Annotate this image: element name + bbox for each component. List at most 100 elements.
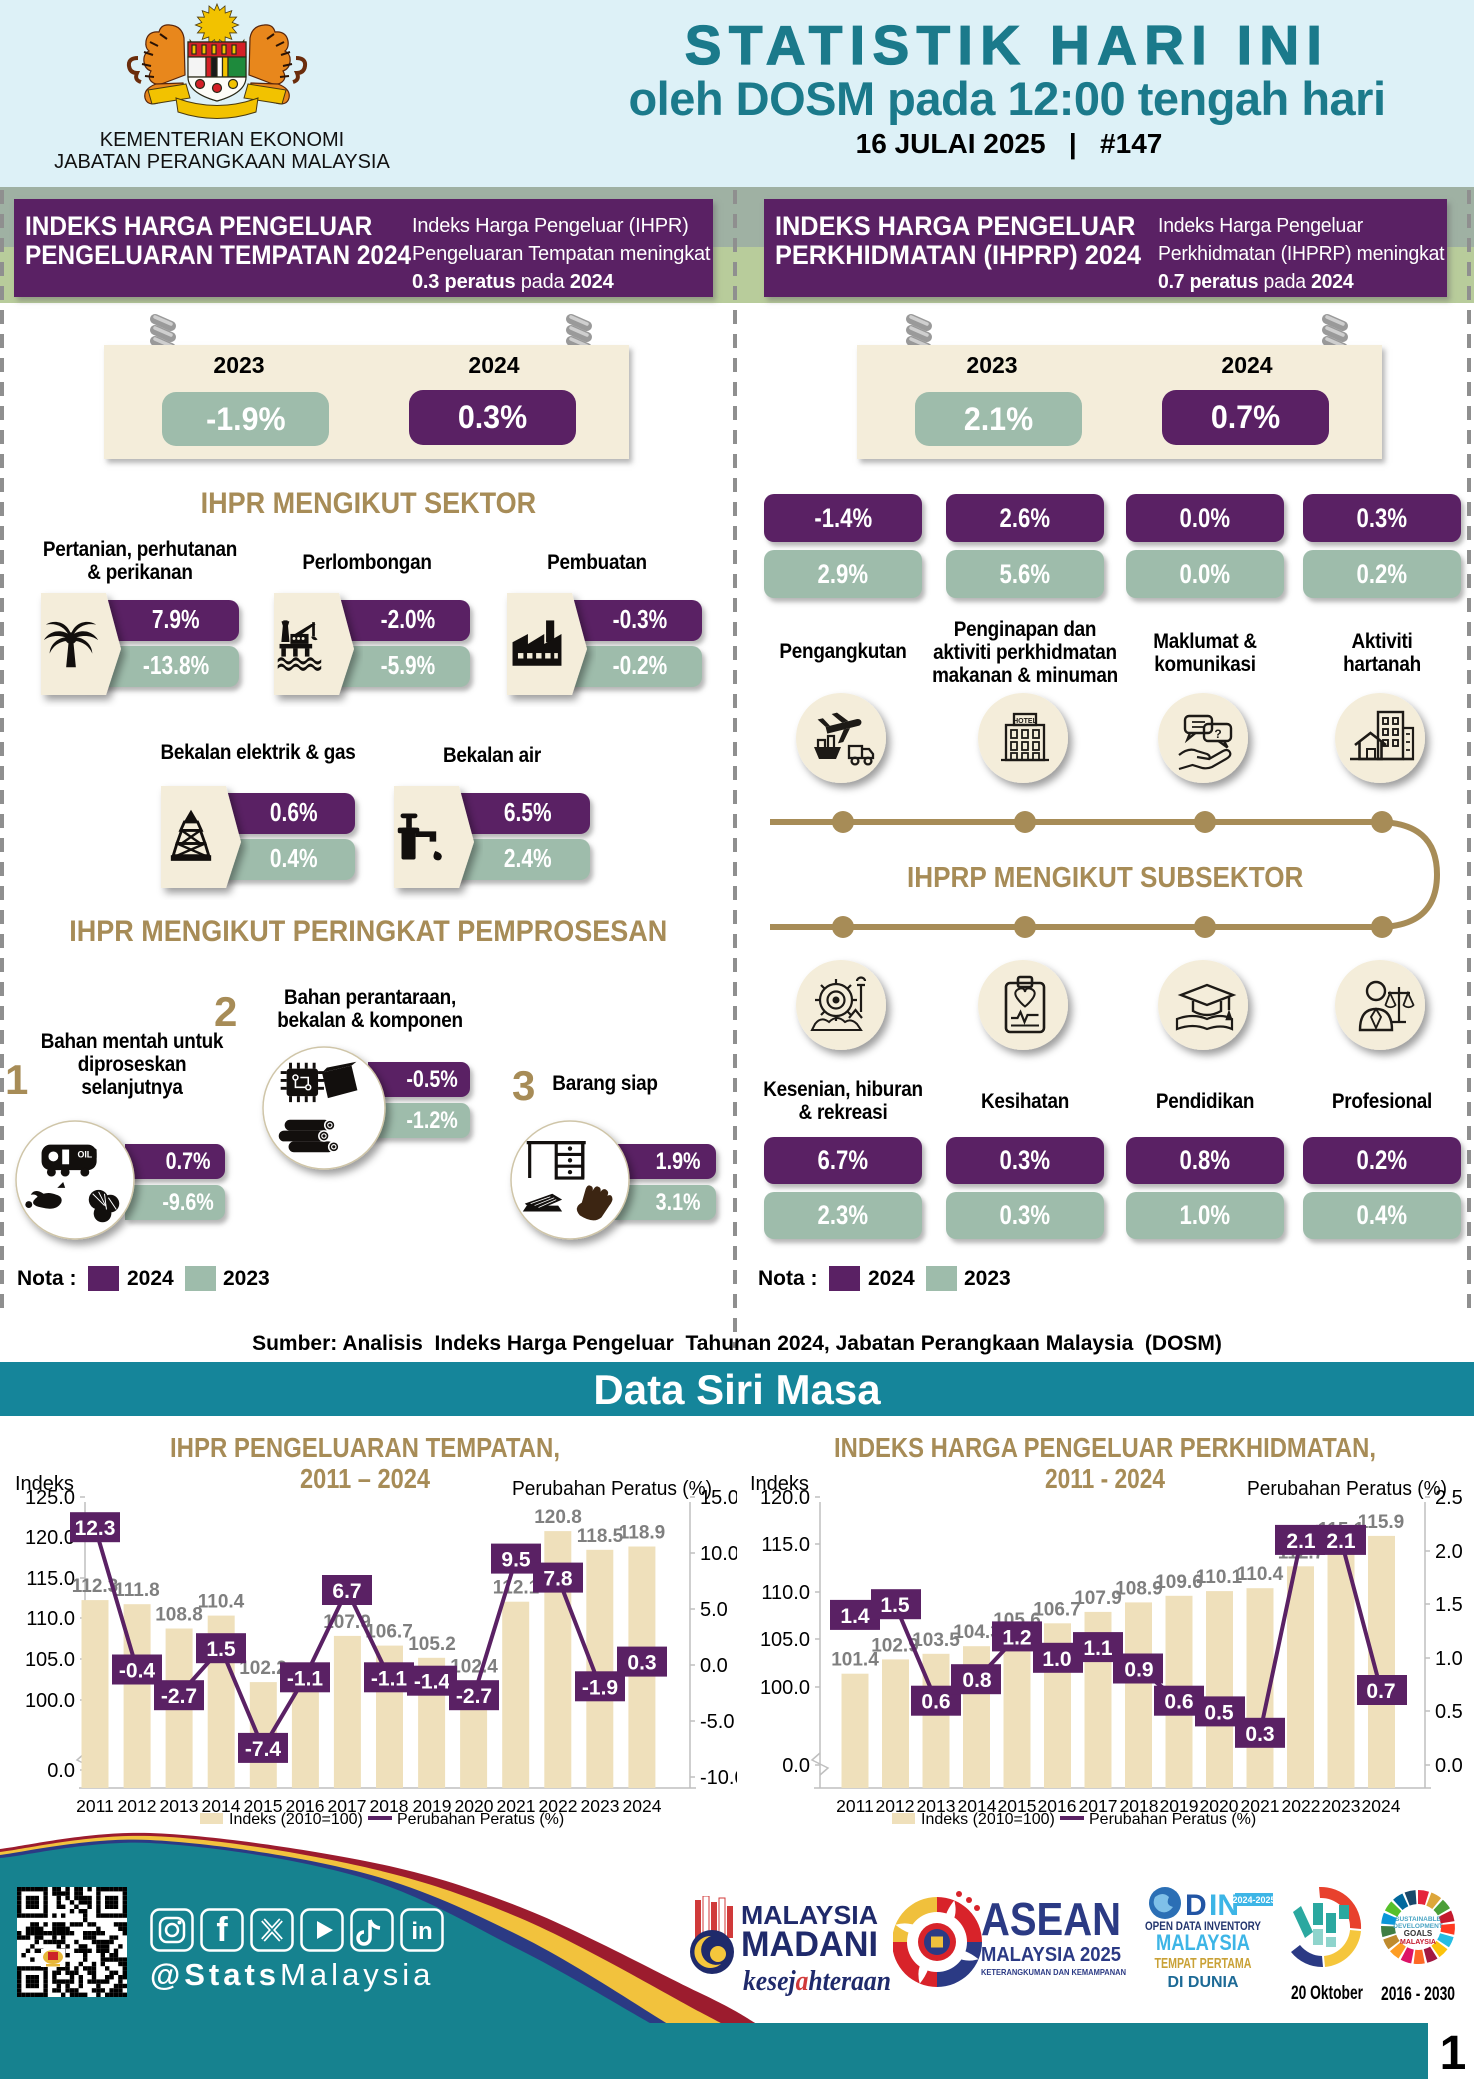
svg-text:112.3: 112.3 — [72, 1576, 119, 1597]
svg-text:2012: 2012 — [118, 1796, 157, 1816]
svg-text:Indeks (2010=100): Indeks (2010=100) — [229, 1811, 363, 1828]
svg-text:2022: 2022 — [539, 1796, 578, 1816]
svg-text:OPEN DATA INVENTORY: OPEN DATA INVENTORY — [1145, 1919, 1261, 1933]
svg-text:OIL: OIL — [77, 1149, 92, 1159]
svg-text:TEMPAT PERTAMA: TEMPAT PERTAMA — [1155, 1956, 1252, 1972]
svg-text:IHPR PENGELUARAN TEMPATAN,: IHPR PENGELUARAN TEMPATAN, — [170, 1432, 560, 1463]
svg-text:115.0: 115.0 — [761, 1534, 810, 1556]
svg-text:2022: 2022 — [1282, 1796, 1321, 1816]
svg-text:kesejahteraan: kesejahteraan — [743, 1965, 891, 1997]
svg-text:0.3: 0.3 — [627, 1652, 656, 1675]
svg-text:20 Oktober: 20 Oktober — [1291, 1983, 1363, 2004]
svg-text:SUSTAINABLE: SUSTAINABLE — [1395, 1916, 1441, 1923]
svg-text:108.8: 108.8 — [155, 1605, 203, 1626]
svg-text:GOALS: GOALS — [1404, 1929, 1433, 1938]
svg-text:ASEAN: ASEAN — [981, 1893, 1121, 1945]
svg-text:115.0: 115.0 — [26, 1568, 75, 1590]
svg-text:2015: 2015 — [998, 1796, 1037, 1816]
svg-text:111.8: 111.8 — [114, 1580, 159, 1601]
svg-text:110.4: 110.4 — [1237, 1564, 1284, 1585]
svg-text:102.9: 102.9 — [871, 1635, 919, 1656]
svg-text:12.3: 12.3 — [75, 1517, 116, 1540]
svg-text:-5.0: -5.0 — [700, 1711, 734, 1733]
svg-text:0.6: 0.6 — [921, 1691, 950, 1714]
svg-text:-1.1: -1.1 — [371, 1667, 408, 1690]
svg-text:2.1: 2.1 — [1286, 1530, 1316, 1553]
svg-text:1.2: 1.2 — [1002, 1626, 1031, 1649]
svg-text:2021: 2021 — [1241, 1796, 1280, 1816]
svg-text:in: in — [411, 1918, 432, 1945]
svg-text:110.0: 110.0 — [26, 1608, 75, 1630]
svg-text:INDEKS HARGA PENGELUAR PERKHID: INDEKS HARGA PENGELUAR PERKHIDMATAN, — [834, 1432, 1376, 1463]
svg-text:2021: 2021 — [497, 1796, 536, 1816]
svg-text:2.1: 2.1 — [1326, 1530, 1356, 1553]
svg-text:2017: 2017 — [328, 1796, 367, 1816]
svg-text:0.5: 0.5 — [1435, 1701, 1463, 1723]
svg-text:0.6: 0.6 — [1164, 1691, 1193, 1714]
svg-text:Perubahan Peratus (%): Perubahan Peratus (%) — [1247, 1478, 1447, 1500]
svg-text:Perubahan Peratus (%): Perubahan Peratus (%) — [1089, 1811, 1256, 1828]
svg-text:15.0: 15.0 — [700, 1487, 737, 1509]
svg-text:1.0: 1.0 — [1435, 1648, 1463, 1670]
svg-text:0.9: 0.9 — [1124, 1659, 1153, 1682]
svg-text:Perubahan Peratus (%): Perubahan Peratus (%) — [512, 1478, 712, 1500]
svg-text:2024-2025: 2024-2025 — [1232, 1895, 1275, 1905]
svg-text:-1.1: -1.1 — [287, 1667, 324, 1690]
svg-text:105.0: 105.0 — [760, 1629, 810, 1651]
svg-text:7.8: 7.8 — [543, 1568, 573, 1591]
svg-text:2016: 2016 — [286, 1796, 325, 1816]
svg-text:118.5: 118.5 — [577, 1526, 624, 1547]
svg-text:-10.0: -10.0 — [700, 1767, 737, 1789]
svg-text:0.7: 0.7 — [1366, 1680, 1395, 1703]
svg-text:2023: 2023 — [1322, 1796, 1361, 1816]
svg-text:1.4: 1.4 — [840, 1605, 870, 1628]
svg-text:2011 – 2024: 2011 – 2024 — [300, 1463, 430, 1494]
svg-text:MADANI: MADANI — [741, 1925, 878, 1964]
svg-text:1.0: 1.0 — [1042, 1648, 1071, 1671]
svg-text:-1.4: -1.4 — [414, 1671, 451, 1694]
svg-text:MALAYSIA: MALAYSIA — [741, 1900, 878, 1930]
svg-text:2019: 2019 — [413, 1796, 452, 1816]
svg-text:2011 - 2024: 2011 - 2024 — [1045, 1463, 1165, 1494]
svg-text:1.5: 1.5 — [206, 1638, 236, 1661]
svg-text:0.0: 0.0 — [1435, 1755, 1463, 1777]
svg-text:2011: 2011 — [76, 1796, 114, 1816]
svg-text:103.5: 103.5 — [912, 1630, 960, 1651]
svg-text:109.6: 109.6 — [1155, 1572, 1203, 1593]
svg-text:2019: 2019 — [1160, 1796, 1199, 1816]
svg-text:2014: 2014 — [202, 1796, 241, 1816]
svg-text:2012: 2012 — [876, 1796, 915, 1816]
svg-text:2020: 2020 — [455, 1796, 494, 1816]
svg-text:?: ? — [1214, 727, 1221, 741]
svg-text:120.0: 120.0 — [760, 1487, 810, 1509]
svg-text:Indeks: Indeks — [15, 1473, 74, 1495]
svg-text:100.0: 100.0 — [25, 1690, 75, 1712]
svg-text:10.0: 10.0 — [700, 1543, 737, 1565]
svg-text:101.4: 101.4 — [831, 1650, 879, 1671]
svg-text:HOTEL: HOTEL — [1013, 718, 1037, 725]
svg-text:2024: 2024 — [1362, 1796, 1401, 1816]
svg-text:-7.4: -7.4 — [245, 1738, 282, 1761]
svg-text:106.7: 106.7 — [365, 1622, 413, 1643]
svg-text:IN: IN — [1209, 1889, 1239, 1922]
svg-text:DI DUNIA: DI DUNIA — [1167, 1974, 1239, 1991]
svg-text:104.3: 104.3 — [953, 1622, 1001, 1643]
svg-text:2015: 2015 — [244, 1796, 283, 1816]
svg-text:2018: 2018 — [1120, 1796, 1159, 1816]
svg-text:110.0: 110.0 — [761, 1582, 810, 1604]
svg-text:KETERANGKUMAN DAN KEMAMPANAN: KETERANGKUMAN DAN KEMAMPANAN — [981, 1967, 1126, 1977]
svg-text:0.0: 0.0 — [47, 1760, 75, 1782]
svg-text:102.2: 102.2 — [239, 1658, 287, 1679]
svg-text:-1.9: -1.9 — [582, 1676, 618, 1699]
svg-text:2013: 2013 — [160, 1796, 199, 1816]
svg-text:106.7: 106.7 — [1033, 1599, 1081, 1620]
svg-text:2016 - 2030: 2016 - 2030 — [1381, 1984, 1455, 2005]
svg-text:2018: 2018 — [370, 1796, 409, 1816]
svg-text:MALAYSIA 2025: MALAYSIA 2025 — [981, 1944, 1121, 1966]
svg-text:108.9: 108.9 — [1115, 1578, 1163, 1599]
svg-text:2024: 2024 — [623, 1796, 662, 1816]
svg-text:2011: 2011 — [836, 1796, 874, 1816]
svg-text:110.1: 110.1 — [1196, 1567, 1243, 1588]
svg-text:0.8: 0.8 — [962, 1669, 992, 1692]
svg-text:-2.7: -2.7 — [161, 1685, 197, 1708]
